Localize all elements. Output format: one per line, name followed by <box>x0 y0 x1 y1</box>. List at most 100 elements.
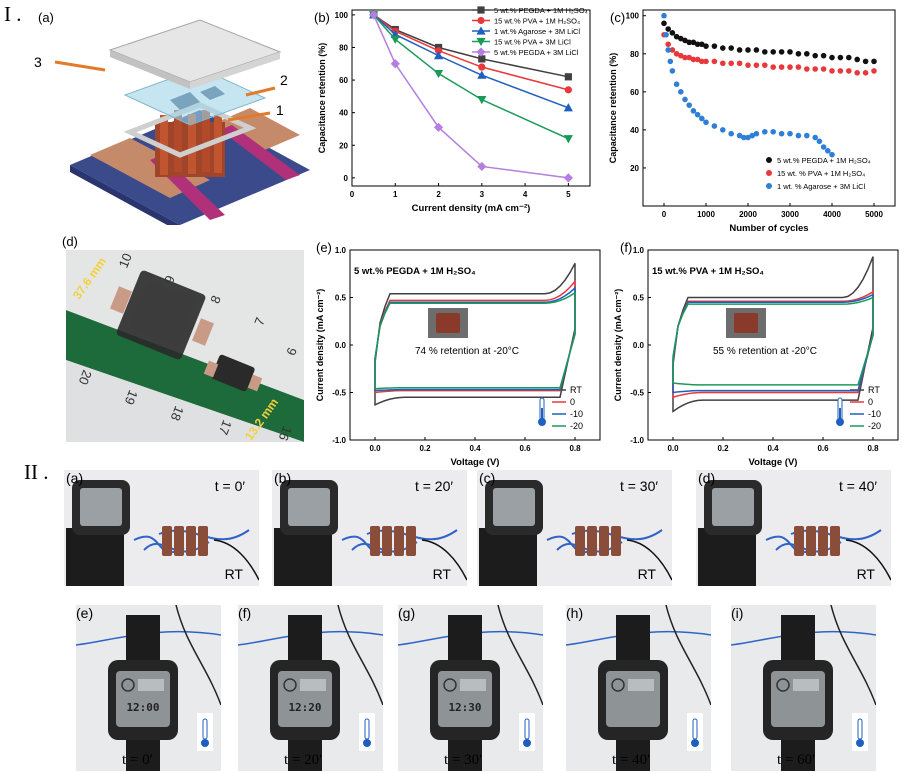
watch-display <box>712 488 754 526</box>
thermometer-level <box>839 408 841 420</box>
x-axis-label: Voltage (V) <box>749 457 798 468</box>
data-point <box>478 63 486 71</box>
data-point <box>770 128 776 135</box>
data-point <box>686 102 692 108</box>
data-point <box>665 26 671 32</box>
data-point <box>563 173 573 183</box>
section-one-label: I . <box>4 2 22 26</box>
lead-wire <box>845 539 891 581</box>
data-point <box>728 60 734 67</box>
y-tick-label: 100 <box>626 12 640 21</box>
x-tick-label: 0.8 <box>569 444 581 453</box>
data-point <box>854 56 860 63</box>
supercapacitor-cell <box>818 526 828 556</box>
elapsed-time-label: t = 40′ <box>612 752 651 768</box>
watch-display <box>493 488 535 526</box>
photo-panel-label: (h) <box>566 605 584 621</box>
legend-marker <box>766 183 772 189</box>
data-point <box>477 96 487 105</box>
y-tick-label: 0 <box>344 174 349 183</box>
watch-photo-low-temperature: 12:30 (g) t = 30′ <box>398 605 543 771</box>
data-point <box>673 81 680 88</box>
legend-entry: 1 wt. % Agarose + 3M LiCl <box>777 182 865 191</box>
supercapacitor-cell <box>186 526 196 556</box>
lead-wire <box>337 605 383 706</box>
data-point <box>736 47 743 53</box>
data-point <box>390 59 400 69</box>
data-point <box>694 111 701 118</box>
thermometer-bulb <box>691 739 699 747</box>
data-point <box>778 49 785 55</box>
legend-marker <box>476 47 486 57</box>
elapsed-time-label: t = 0′ <box>122 752 153 768</box>
legend-entry: -20 <box>570 421 583 431</box>
series-scatter <box>661 20 877 65</box>
data-point <box>663 31 669 38</box>
chart-title: 15 wt.% PVA + 1M H₂SO₄ <box>652 266 764 277</box>
cv-curve <box>374 291 576 390</box>
x-tick-label: 3000 <box>781 210 799 219</box>
x-tick-label: 5000 <box>865 210 883 219</box>
data-point <box>871 58 877 65</box>
watch-strap <box>274 528 332 586</box>
y-axis-label: Capacitance retention (%) <box>317 43 327 154</box>
data-point <box>699 58 705 65</box>
data-point <box>669 47 676 53</box>
legend-entry: 15 wt. % PVA + 1M H₂SO₄ <box>777 169 865 178</box>
x-tick-label: 0.4 <box>469 444 481 453</box>
data-point <box>667 58 674 65</box>
data-point <box>682 37 688 44</box>
data-point <box>682 96 688 103</box>
watch-date-window <box>300 679 326 691</box>
watch-photo-room-temperature: (b) t = 20′ RT <box>272 470 467 586</box>
data-point <box>661 20 667 27</box>
data-point <box>720 127 726 133</box>
watch-strap-top <box>126 615 160 665</box>
data-point <box>762 128 768 135</box>
x-tick-label: 1000 <box>697 210 715 219</box>
cv-curve <box>672 293 874 394</box>
elapsed-time-label: t = 60′ <box>777 752 816 768</box>
y-tick-label: 1.0 <box>335 246 347 255</box>
supercapacitor-cell <box>370 526 380 556</box>
lead-wire <box>665 605 711 706</box>
watch-dial <box>283 678 297 692</box>
inset-device-body <box>436 313 460 333</box>
supercapacitor-cell <box>806 526 816 556</box>
thermometer-bulb <box>201 739 209 747</box>
data-point <box>690 108 697 114</box>
supercapacitor-cell <box>198 526 208 556</box>
x-tick-label: 5 <box>566 190 571 199</box>
supercapacitor-cell <box>611 526 621 556</box>
watch-photo-room-temperature: (a) t = 0′ RT <box>64 470 259 586</box>
chart-f: 0.0 0.2 0.4 0.6 0.8 -1.0 -0.5 0.0 0.5 1.0 Voltage … <box>613 246 899 468</box>
legend-marker <box>477 6 485 14</box>
thermometer-icon <box>538 397 546 426</box>
data-point <box>812 66 818 72</box>
supercapacitor-cell <box>575 526 585 556</box>
chart-e: 0.0 0.2 0.4 0.6 0.8 -1.0 -0.5 0.0 0.5 1.0 Voltage … <box>315 246 601 468</box>
panel-f-label: (f) <box>620 240 633 255</box>
supercapacitor-cell <box>830 526 840 556</box>
electrode-lead-2 <box>220 125 300 180</box>
legend-marker <box>766 157 772 163</box>
inset-device-photo <box>726 308 766 338</box>
elapsed-time-label: t = 0′ <box>214 478 245 494</box>
y-tick-label: -1.0 <box>332 436 346 445</box>
lead-wire <box>421 539 467 581</box>
cv-curve <box>672 296 874 386</box>
x-tick-label: 4 <box>523 190 528 199</box>
legend-entry: 5 wt.% PEGDA + 1M H₂SO₄ <box>494 6 588 15</box>
x-tick-label: 0.4 <box>767 444 779 453</box>
device-photo: 37.6 mm 13.2 mm 10 9 8 7 6 20 19 18 17 1… <box>66 250 304 442</box>
data-point <box>804 66 810 72</box>
data-point <box>433 69 444 79</box>
watch-clock-reading: 12:20 <box>288 701 322 714</box>
data-point <box>703 119 709 126</box>
x-tick-label: 0.0 <box>369 444 381 453</box>
watch-photo-low-temperature: 12:20 (f) t = 20′ <box>238 605 383 771</box>
supercapacitor-cell <box>599 526 609 556</box>
y-tick-label: 20 <box>339 141 348 150</box>
elapsed-time-label: t = 30′ <box>444 752 483 768</box>
data-point <box>854 69 860 76</box>
